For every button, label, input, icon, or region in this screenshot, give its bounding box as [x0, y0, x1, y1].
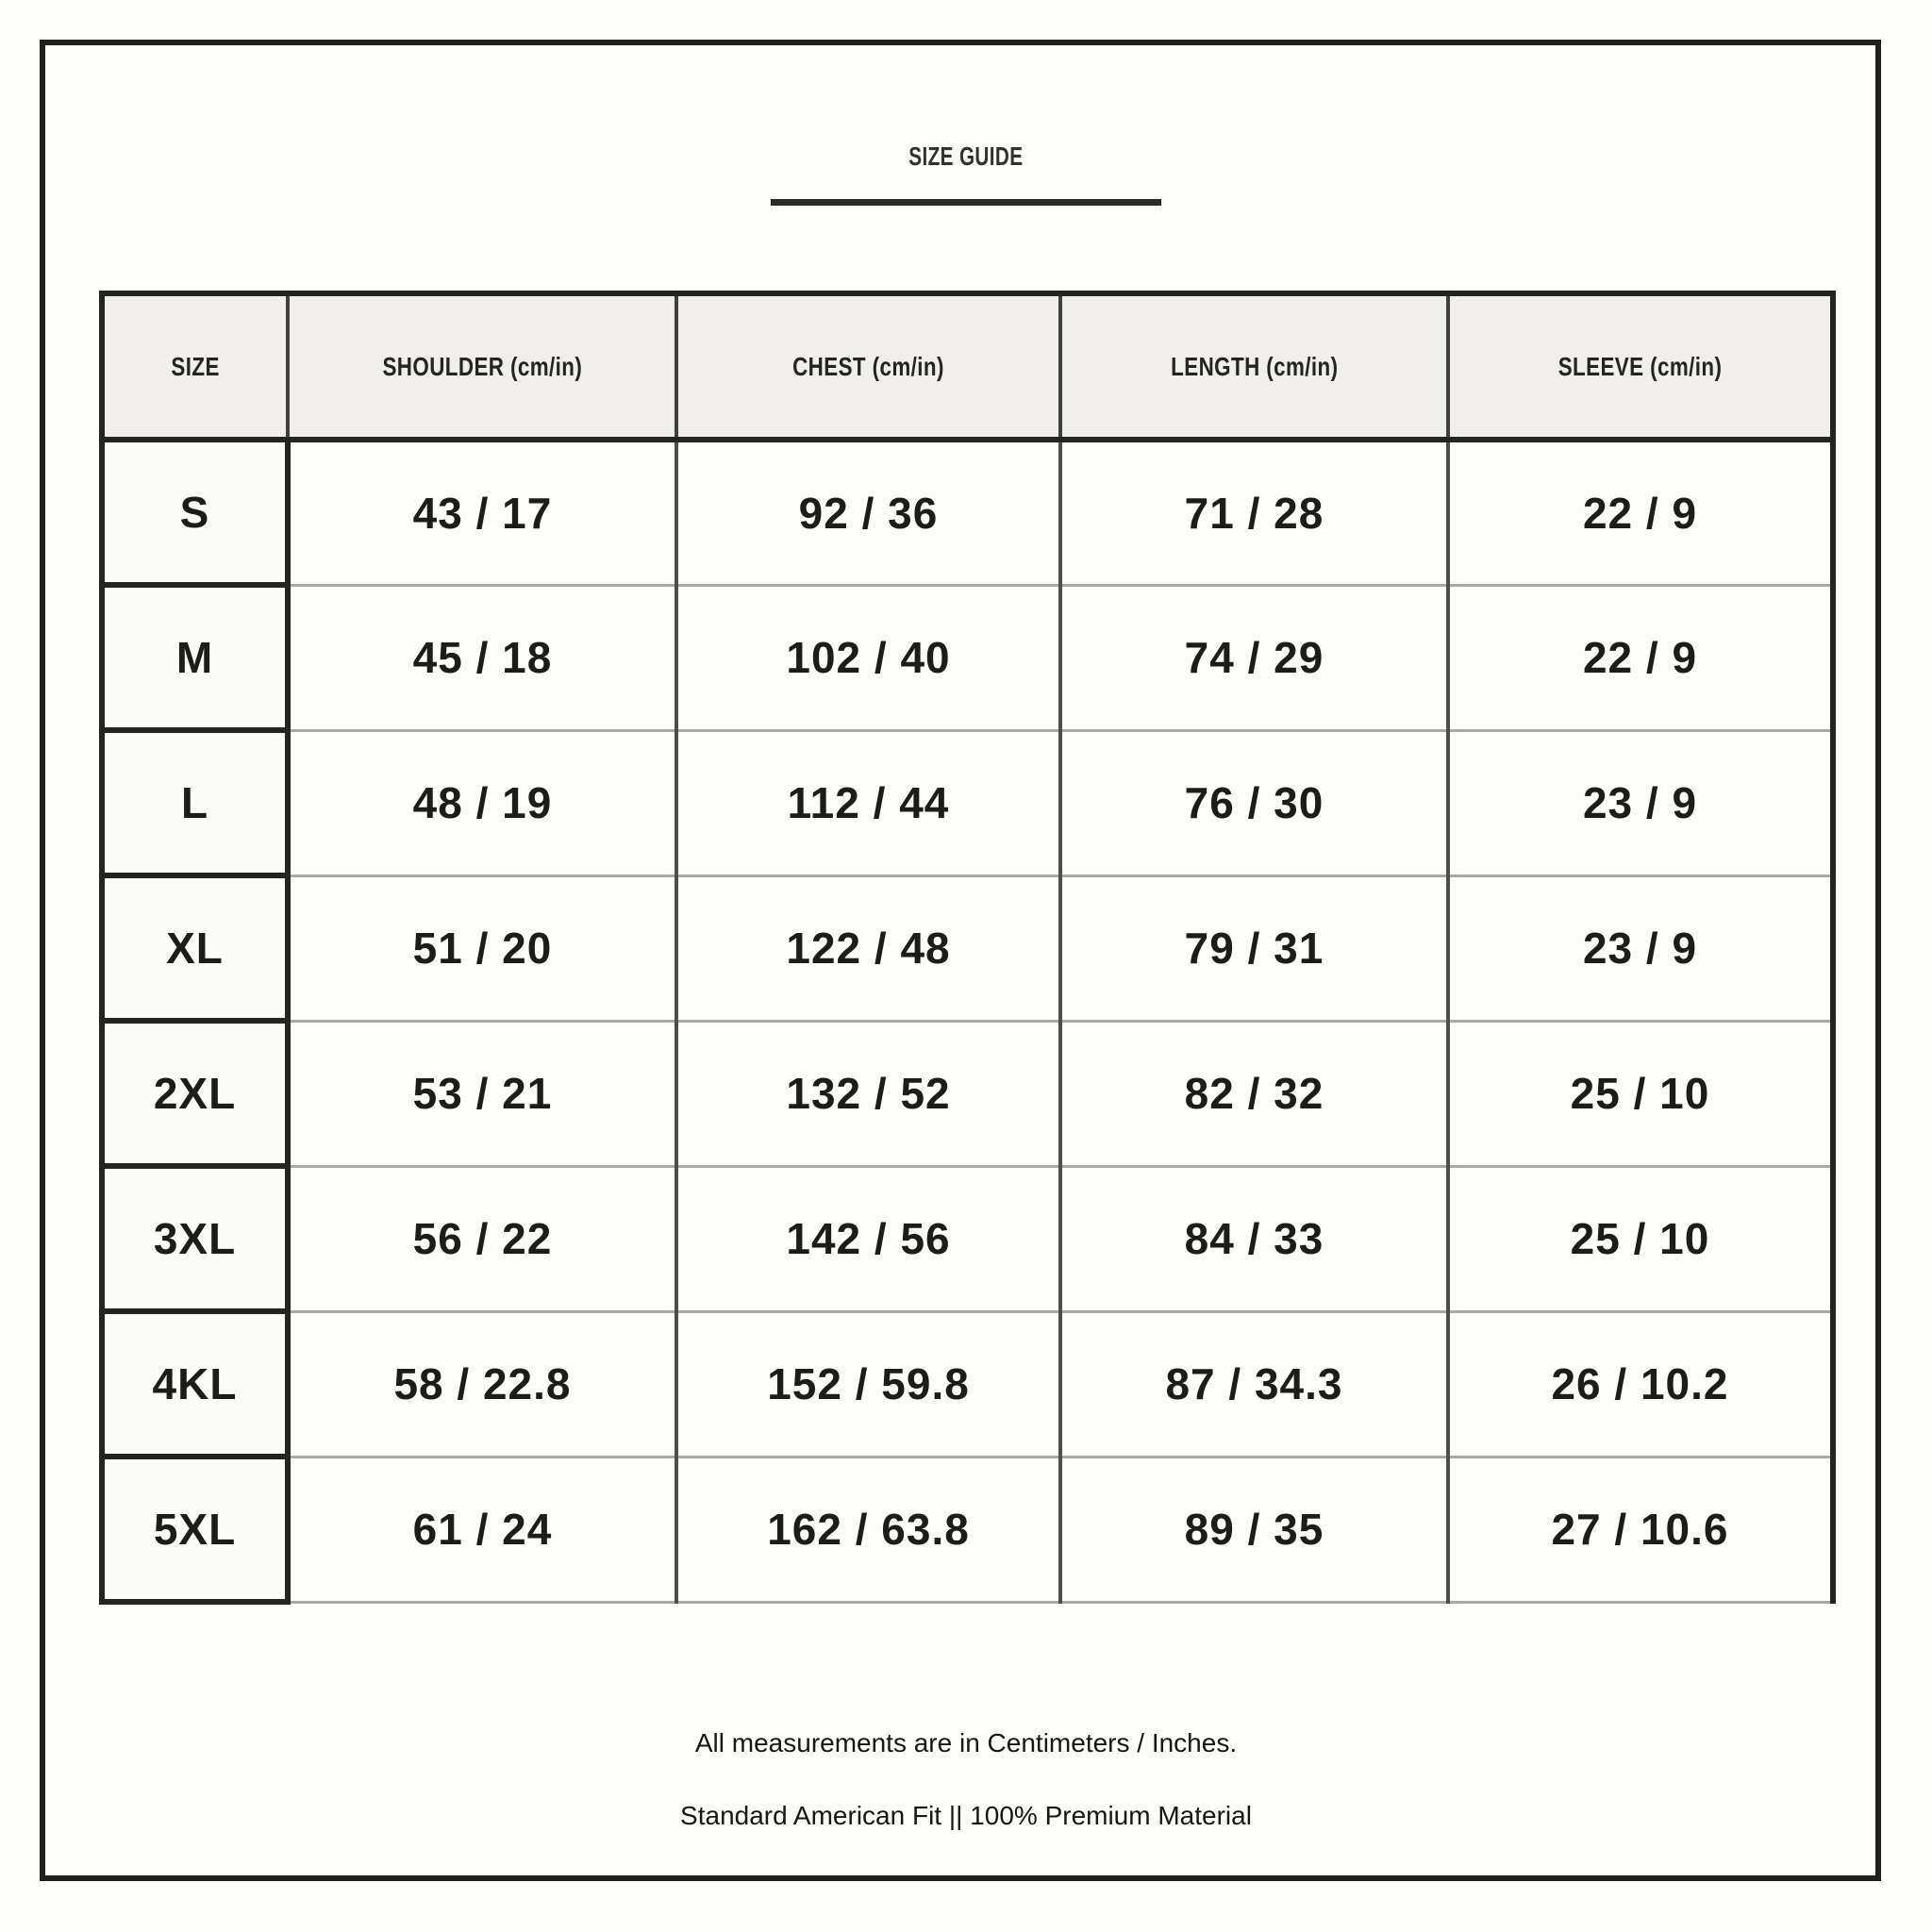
length-value-cell: 79 / 31	[1058, 874, 1450, 1023]
chest-value-cell: 142 / 56	[675, 1164, 1062, 1313]
shoulder-value-cell: 61 / 24	[286, 1455, 678, 1604]
length-value-cell: 74 / 29	[1058, 583, 1450, 732]
table-row: 3XL 56 / 22 142 / 56 84 / 33 25 / 10	[99, 1163, 1836, 1314]
chest-value-cell: 102 / 40	[675, 583, 1062, 732]
header-row: SIZE SHOULDER (cm/in) CHEST (cm/in) LENG…	[99, 291, 1836, 442]
length-value-cell: 82 / 32	[1058, 1019, 1450, 1168]
fit-material-note: Standard American Fit || 100% Premium Ma…	[680, 1801, 1252, 1830]
chest-value-cell: 132 / 52	[675, 1019, 1062, 1168]
sleeve-value-cell: 23 / 9	[1446, 874, 1836, 1023]
column-header-size-label: SIZE	[171, 351, 220, 381]
sleeve-value-cell: 23 / 9	[1446, 728, 1836, 877]
shoulder-value-cell: 58 / 22.8	[286, 1309, 678, 1458]
length-value-cell: 87 / 34.3	[1058, 1309, 1450, 1458]
sleeve-value-cell: 27 / 10.6	[1446, 1455, 1836, 1604]
column-header-sleeve-label: SLEEVE (cm/in)	[1557, 351, 1723, 381]
shoulder-value-cell: 45 / 18	[286, 583, 678, 732]
column-header-shoulder-label: SHOULDER (cm/in)	[382, 351, 582, 381]
length-value-cell: 89 / 35	[1058, 1455, 1450, 1604]
size-label-cell: L	[99, 727, 291, 878]
size-label-cell: M	[99, 582, 291, 733]
table-row: XL 51 / 20 122 / 48 79 / 31 23 / 9	[99, 873, 1836, 1024]
column-header-length: LENGTH (cm/in)	[1058, 291, 1450, 442]
sleeve-value-cell: 25 / 10	[1446, 1019, 1836, 1168]
sleeve-value-cell: 22 / 9	[1446, 583, 1836, 732]
sleeve-value-cell: 22 / 9	[1446, 438, 1836, 587]
shoulder-value-cell: 51 / 20	[286, 874, 678, 1023]
chest-value-cell: 122 / 48	[675, 874, 1062, 1023]
size-label-cell: S	[99, 437, 291, 588]
chest-value-cell: 162 / 63.8	[675, 1455, 1062, 1604]
size-guide-table: SIZE SHOULDER (cm/in) CHEST (cm/in) LENG…	[99, 291, 1836, 1605]
shoulder-value-cell: 53 / 21	[286, 1019, 678, 1168]
page-title: SIZE GUIDE	[0, 142, 1932, 172]
chest-value-cell: 92 / 36	[675, 438, 1062, 587]
column-header-chest: CHEST (cm/in)	[675, 291, 1062, 442]
column-header-length-label: LENGTH (cm/in)	[1170, 351, 1339, 381]
measurement-note: All measurements are in Centimeters / In…	[694, 1728, 1238, 1757]
size-label-cell: 2XL	[99, 1018, 291, 1169]
size-label-cell: XL	[99, 873, 291, 1024]
shoulder-value-cell: 43 / 17	[286, 438, 678, 587]
chest-value-cell: 112 / 44	[675, 728, 1062, 877]
column-header-chest-label: CHEST (cm/in)	[792, 351, 944, 381]
length-value-cell: 84 / 33	[1058, 1164, 1450, 1313]
table-row: 2XL 53 / 21 132 / 52 82 / 32 25 / 10	[99, 1018, 1836, 1169]
chest-value-cell: 152 / 59.8	[675, 1309, 1062, 1458]
table-row: 4KL 58 / 22.8 152 / 59.8 87 / 34.3 26 / 10.2	[99, 1308, 1836, 1459]
length-value-cell: 76 / 30	[1058, 728, 1450, 877]
shoulder-value-cell: 48 / 19	[286, 728, 678, 877]
sleeve-value-cell: 25 / 10	[1446, 1164, 1836, 1313]
size-label-cell: 4KL	[99, 1308, 291, 1459]
table-row: M 45 / 18 102 / 40 74 / 29 22 / 9	[99, 582, 1836, 733]
size-label-cell: 3XL	[99, 1163, 291, 1314]
table-row: S 43 / 17 92 / 36 71 / 28 22 / 9	[99, 437, 1836, 588]
column-header-sleeve: SLEEVE (cm/in)	[1446, 291, 1836, 442]
size-label-cell: 5XL	[99, 1454, 291, 1605]
shoulder-value-cell: 56 / 22	[286, 1164, 678, 1313]
table-row: 5XL 61 / 24 162 / 63.8 89 / 35 27 / 10.6	[99, 1454, 1836, 1605]
sleeve-value-cell: 26 / 10.2	[1446, 1309, 1836, 1458]
page-title-text: SIZE GUIDE	[908, 142, 1024, 171]
column-header-size: SIZE	[99, 291, 290, 442]
table-row: L 48 / 19 112 / 44 76 / 30 23 / 9	[99, 727, 1836, 878]
title-underline	[771, 199, 1161, 206]
column-header-shoulder: SHOULDER (cm/in)	[286, 291, 678, 442]
length-value-cell: 71 / 28	[1058, 438, 1450, 587]
